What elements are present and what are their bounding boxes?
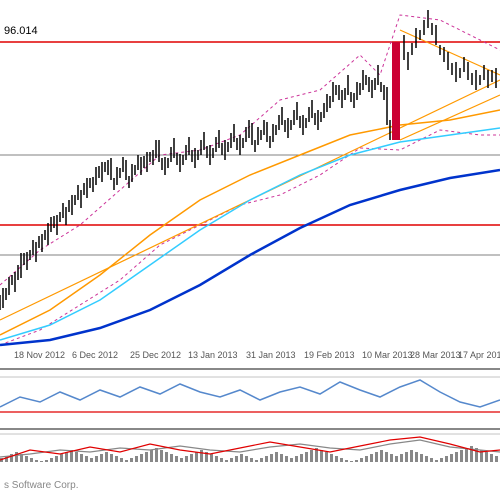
price-label: 96.014 [4, 25, 38, 37]
oscillator-panel-2[interactable] [0, 432, 500, 480]
x-tick-label: 17 Apr 2013 [458, 350, 500, 360]
oscillator-panel-1[interactable] [0, 372, 500, 430]
sub2-svg [0, 432, 500, 480]
main-price-panel[interactable]: 96.014 218 Nov 20126 Dec 201225 Dec 2012… [0, 0, 500, 370]
x-tick-label: 28 Mar 2013 [410, 350, 461, 360]
x-tick-label: 19 Feb 2013 [304, 350, 355, 360]
main-chart-svg [0, 0, 500, 350]
x-tick-label: 25 Dec 2012 [130, 350, 181, 360]
chart-container: 96.014 218 Nov 20126 Dec 201225 Dec 2012… [0, 0, 500, 500]
sub1-svg [0, 372, 500, 430]
footer-copyright: s Software Corp. [0, 480, 500, 500]
x-tick-label: 6 Dec 2012 [72, 350, 118, 360]
x-tick-label: 31 Jan 2013 [246, 350, 296, 360]
x-axis: 218 Nov 20126 Dec 201225 Dec 201213 Jan … [0, 350, 500, 370]
x-tick-label: 13 Jan 2013 [188, 350, 238, 360]
x-tick-label: 18 Nov 2012 [14, 350, 65, 360]
x-tick-label: 10 Mar 2013 [362, 350, 413, 360]
